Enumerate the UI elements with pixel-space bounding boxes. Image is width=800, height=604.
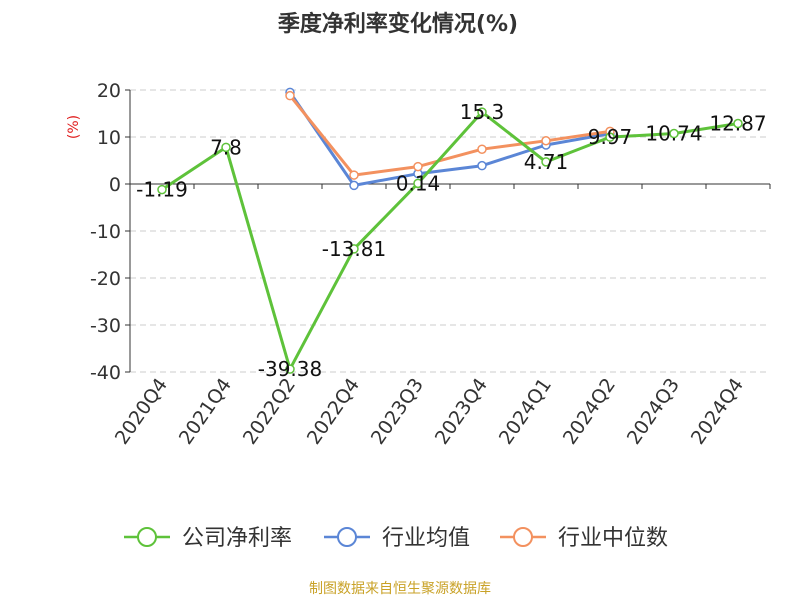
y-tick-label: 10 — [97, 127, 121, 149]
y-tick-label: -10 — [90, 221, 121, 243]
y-tick-label: -40 — [90, 362, 121, 384]
legend-item-2[interactable]: 行业中位数 — [500, 526, 668, 551]
data-label: -39.38 — [258, 357, 322, 381]
data-label: -13.81 — [322, 237, 386, 261]
x-tick-label: 2024Q4 — [687, 374, 748, 448]
y-tick-label: -20 — [90, 268, 121, 290]
x-tick-label: 2020Q4 — [111, 374, 172, 448]
y-axis-label: (%) — [66, 115, 82, 139]
data-point — [157, 184, 167, 195]
x-tick-label: 2024Q3 — [623, 374, 684, 448]
series-line — [288, 94, 611, 177]
x-tick-label: 2022Q2 — [239, 374, 300, 448]
series-0 — [157, 107, 743, 374]
data-point — [285, 364, 295, 374]
data-point — [349, 244, 359, 254]
data-point — [477, 144, 487, 154]
data-label: 4.71 — [524, 150, 569, 174]
data-point — [349, 180, 359, 191]
data-point — [541, 136, 551, 146]
chart-title: 季度净利率变化情况(%) — [278, 11, 518, 37]
y-tick-label: 0 — [109, 174, 121, 196]
x-tick-label: 2023Q3 — [367, 374, 428, 448]
x-tick-label: 2024Q2 — [559, 374, 620, 448]
series-line — [161, 110, 739, 371]
data-point — [477, 107, 487, 117]
data-label: -1.19 — [136, 178, 188, 202]
x-tick-label: 2021Q4 — [175, 374, 236, 448]
data-point — [413, 178, 423, 189]
series-layer — [157, 87, 743, 374]
legend-marker — [137, 527, 157, 547]
data-point — [733, 118, 743, 129]
data-label: 15.3 — [460, 100, 505, 124]
legend[interactable]: 公司净利率 行业均值 行业中位数 — [124, 526, 668, 551]
legend-item-0[interactable]: 公司净利率 — [124, 526, 292, 551]
data-point — [349, 170, 359, 180]
data-label: 12.87 — [709, 112, 766, 136]
series-line — [288, 91, 611, 187]
source-note: 制图数据来自恒生聚源数据库 — [309, 581, 491, 597]
data-label: 0.14 — [396, 171, 441, 195]
data-label: 10.74 — [645, 122, 702, 146]
data-label: 9.97 — [588, 125, 633, 149]
data-point — [221, 142, 231, 153]
legend-marker — [513, 527, 533, 547]
data-point — [413, 161, 423, 172]
legend-marker — [337, 527, 357, 547]
data-labels: -1.19 7.8 -39.38 -13.81 0.14 15.3 4.71 9.97 10.7… — [136, 100, 767, 381]
data-point — [669, 128, 679, 139]
legend-item-1[interactable]: 行业均值 — [324, 526, 470, 551]
x-tick-label: 2024Q1 — [495, 374, 556, 448]
legend-label: 公司净利率 — [182, 526, 292, 551]
x-tick-label: 2023Q4 — [431, 374, 492, 448]
y-tick-label: 20 — [97, 80, 121, 102]
x-tick-label: 2022Q4 — [303, 374, 364, 448]
legend-label: 行业均值 — [382, 526, 470, 551]
y-tick-label: -30 — [90, 315, 121, 337]
series-2 — [285, 90, 615, 180]
legend-label: 行业中位数 — [558, 526, 668, 551]
data-point — [605, 132, 615, 142]
data-label: 7.8 — [210, 135, 242, 159]
data-point — [541, 157, 551, 167]
data-point — [477, 160, 487, 171]
data-point — [285, 90, 295, 101]
grid — [130, 89, 770, 373]
